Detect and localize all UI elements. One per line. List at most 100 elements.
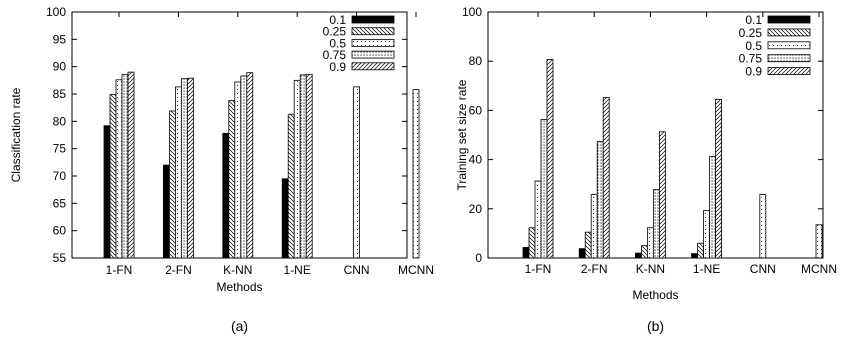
chart-b-legend-label: 0.1 — [745, 13, 762, 27]
chart-b-xtick-label: MCNN — [801, 262, 837, 276]
chart-b-caption: (b) — [647, 318, 664, 334]
chart-b-xtick-label: 2-FN — [581, 262, 608, 276]
chart-a-ytick-label: 70 — [53, 169, 67, 183]
chart-a-ytick-label: 60 — [53, 224, 67, 238]
chart-b-bar — [522, 247, 530, 259]
chart-a-ytick-label: 85 — [53, 87, 67, 101]
chart-b-bar — [590, 194, 598, 259]
chart-a-bar — [222, 132, 230, 259]
chart-b-xtick-label: K-NN — [636, 262, 665, 276]
chart-b-bar — [546, 59, 554, 259]
chart-b-bar — [815, 224, 823, 259]
chart-b-bar — [715, 98, 722, 259]
chart-b-ytick-label: 80 — [469, 54, 483, 68]
chart-b-xtick-label: CNN — [750, 262, 776, 276]
chart-a-xtick-label: 2-FN — [165, 263, 192, 277]
chart-a-legend-swatch — [351, 27, 395, 36]
chart-a-xlabel: Methods — [216, 280, 262, 294]
chart-a-bar — [180, 78, 188, 259]
chart-b-bar — [596, 141, 604, 259]
chart-a-ytick-label: 55 — [53, 251, 67, 265]
chart-a-bar — [412, 89, 420, 259]
chart-a-ytick-label: 100 — [46, 5, 66, 19]
chart-b-bar — [540, 119, 548, 259]
chart-a-ytick-label: 65 — [53, 196, 67, 210]
chart-b-legend-swatch — [767, 41, 811, 50]
chart-a-xtick-label: 1-NE — [284, 263, 311, 277]
chart-b-legend-label: 0.9 — [745, 65, 762, 79]
chart-b-ytick-label: 0 — [475, 251, 482, 265]
chart-a-legend-label: 0.5 — [329, 36, 346, 50]
chart-a-ytick-label: 90 — [53, 60, 67, 74]
chart-b-legend-label: 0.5 — [745, 39, 762, 53]
chart-b-bar — [584, 231, 592, 259]
chart-b-xtick-label: 1-NE — [693, 262, 720, 276]
chart-a-legend-label: 0.75 — [323, 48, 347, 62]
chart-a-bar — [234, 81, 242, 259]
chart-a-legend-swatch — [351, 62, 395, 71]
chart-b-legend-swatch — [767, 54, 811, 63]
chart-b-bar — [528, 227, 536, 259]
chart-b-bar — [641, 245, 648, 259]
chart-b-bar — [759, 194, 767, 259]
chart-b-legend-swatch — [767, 28, 811, 37]
chart-b-legend-swatch — [767, 15, 811, 24]
chart-b-bar — [578, 248, 586, 259]
chart-b-bar — [647, 227, 654, 259]
chart-a-legend-swatch — [351, 39, 395, 47]
chart-b: 0 20 40 60 80 100 1-FN 2-FN K-NN 1-NE CNN MCNN 0.1… — [455, 5, 837, 334]
chart-b-legend-swatch — [767, 67, 811, 75]
chart-b-xlabel: Methods — [632, 288, 678, 302]
chart-b-bar — [602, 96, 610, 259]
chart-a-bar — [109, 94, 117, 259]
chart-b-ylabel: Training set size rate — [455, 79, 469, 190]
chart-a-bar — [240, 75, 248, 259]
chart-a-caption: (a) — [231, 318, 248, 334]
chart-a-xtick-label: K-NN — [223, 263, 252, 277]
chart-b-ytick-label: 100 — [462, 5, 482, 19]
chart-a-legend-label: 0.9 — [329, 60, 346, 74]
chart-a-bar — [186, 77, 194, 259]
chart-a-legend-label: 0.1 — [329, 13, 346, 27]
chart-a-bar — [281, 178, 289, 259]
chart-b-bar — [653, 189, 660, 259]
chart-b-bar — [703, 210, 710, 259]
chart-a-ytick-label: 80 — [53, 114, 67, 128]
chart-a-ytick-label: 75 — [53, 142, 67, 156]
chart-a-bar — [103, 125, 111, 259]
chart-b-ytick-label: 20 — [469, 202, 483, 216]
chart-b-bar — [635, 252, 642, 259]
chart-a-bar — [121, 73, 129, 259]
chart-a-ylabel: Classification rate — [9, 87, 23, 182]
chart-b-bar — [534, 180, 542, 259]
chart-a-bar — [287, 113, 295, 259]
chart-a-legend-label: 0.25 — [323, 25, 347, 39]
chart-a-xtick-label: 1-FN — [106, 263, 133, 277]
chart-a-bar — [228, 100, 236, 259]
chart-b-bar — [709, 156, 716, 259]
chart-a-legend-swatch — [351, 15, 395, 24]
chart-a-bar — [162, 164, 170, 259]
chart-b-xtick-label: 1-FN — [525, 262, 552, 276]
chart-a-ytick-label: 95 — [53, 32, 67, 46]
chart-a-bar — [127, 71, 135, 259]
chart-b-bar — [659, 131, 666, 259]
chart-b-bar — [691, 253, 698, 259]
chart-a-xtick-label: CNN — [344, 263, 370, 277]
chart-a: 55 60 65 70 75 80 85 90 95 100 1-FN 2-FN K-NN 1-NE CN… — [9, 5, 434, 334]
chart-b-ytick-label: 40 — [469, 153, 483, 167]
chart-a-bar — [115, 79, 123, 259]
chart-b-legend-label: 0.75 — [739, 52, 763, 66]
chart-b-legend-label: 0.25 — [739, 26, 763, 40]
chart-a-bar — [246, 72, 254, 259]
chart-a-bar — [168, 110, 176, 259]
chart-a-bar — [174, 86, 182, 259]
chart-a-bar — [299, 74, 307, 259]
chart-a-bar — [305, 73, 313, 259]
chart-a-bar — [293, 79, 301, 259]
chart-a-xtick-label: MCNN — [398, 263, 434, 277]
chart-b-ytick-label: 60 — [469, 103, 483, 117]
chart-a-legend-swatch — [351, 50, 395, 59]
